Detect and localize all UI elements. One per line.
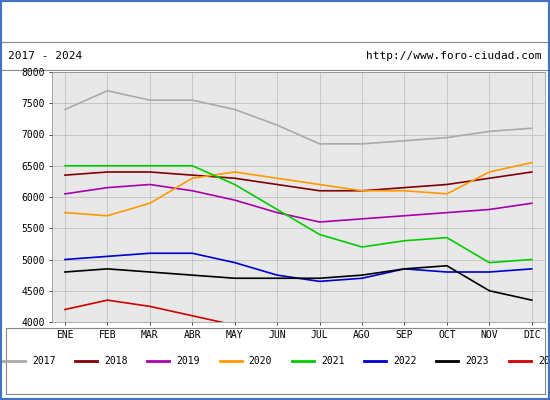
Text: 2018: 2018 (104, 356, 128, 366)
Text: 2023: 2023 (466, 356, 489, 366)
Text: 2021: 2021 (321, 356, 344, 366)
Text: 2017 - 2024: 2017 - 2024 (8, 51, 82, 61)
Text: 2024: 2024 (538, 356, 550, 366)
Text: 2019: 2019 (177, 356, 200, 366)
Text: http://www.foro-ciudad.com: http://www.foro-ciudad.com (366, 51, 542, 61)
Text: 2017: 2017 (32, 356, 56, 366)
Text: 2022: 2022 (393, 356, 417, 366)
Text: 2020: 2020 (249, 356, 272, 366)
Text: Evolucion del paro registrado en Lugo: Evolucion del paro registrado en Lugo (106, 14, 444, 28)
